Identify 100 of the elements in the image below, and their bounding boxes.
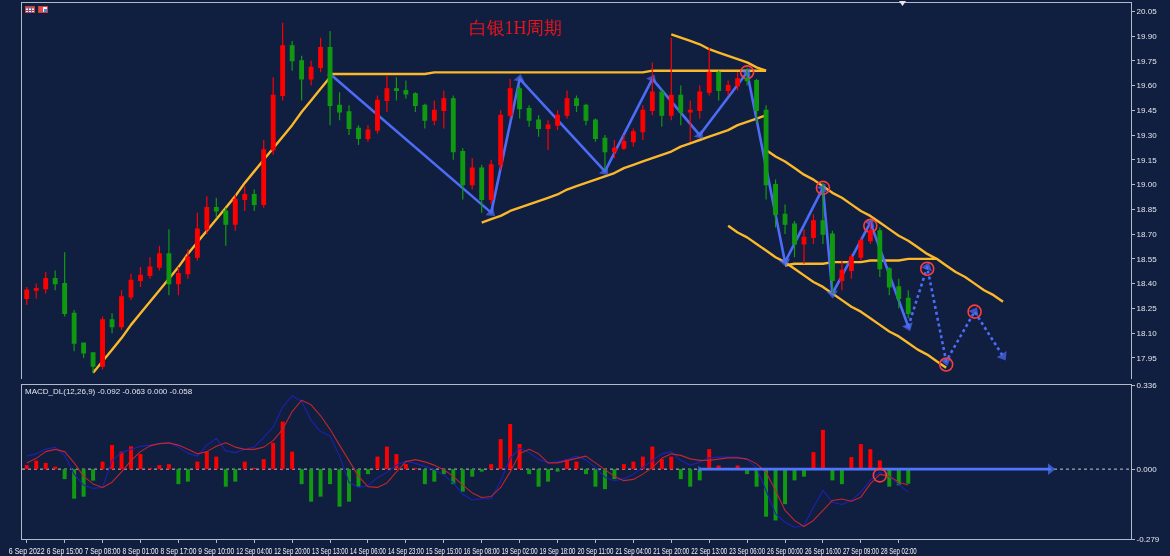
x-tick-label: 6 Sep 2022: [8, 545, 46, 556]
candlestick: [232, 193, 238, 232]
candlestick: [830, 230, 835, 295]
bar: [631, 461, 636, 470]
bar: [43, 462, 48, 470]
bar: [498, 439, 503, 470]
candlestick: [261, 139, 267, 209]
bar: [214, 456, 219, 470]
x-tick-label: 26 Sep 16:00: [805, 545, 841, 556]
point: [693, 129, 703, 139]
x-tick-label: 16 Sep 08:00: [463, 545, 500, 556]
y-tick-label: 19.75: [1136, 56, 1158, 66]
bar: [328, 469, 333, 485]
candlestick: [337, 91, 342, 121]
x-tick-label: 12 Sep 20:00: [274, 545, 311, 556]
candlestick: [157, 245, 162, 272]
candlestick: [223, 207, 229, 247]
chart-title: MACD_DL(12,26,9) -0.092 -0.063 0.000 -0.058: [25, 386, 193, 396]
x-tick-label: 14 Sep 23:00: [387, 545, 424, 556]
candlestick: [289, 40, 295, 72]
candlestick: [716, 70, 722, 101]
x-tick-label: 19 Sep 02:00: [501, 545, 538, 556]
candlestick: [555, 109, 560, 131]
candlestick: [687, 99, 693, 143]
bar: [91, 469, 96, 481]
point: [778, 258, 791, 268]
bar: [849, 457, 854, 470]
x-tick-label: 8 Sep 17:00: [160, 545, 197, 556]
candlestick: [611, 139, 617, 159]
candlestick: [469, 157, 475, 191]
bar: [839, 469, 844, 485]
candlestick: [773, 179, 778, 229]
bar: [309, 469, 314, 502]
bar: [432, 469, 437, 482]
candlestick: [43, 271, 49, 295]
candlestick: [621, 134, 627, 151]
candlestick: [81, 342, 87, 359]
candlestick: [299, 55, 305, 101]
candlestick: [498, 109, 504, 171]
point: [485, 206, 495, 216]
y-tick-label: 19.30: [1136, 130, 1158, 140]
bar: [906, 469, 911, 484]
x-tick-label: 14 Sep 06:00: [350, 545, 386, 556]
candlestick: [422, 103, 428, 130]
candlestick: [375, 94, 380, 134]
bar: [195, 461, 200, 470]
bar: [394, 454, 399, 470]
candlestick: [536, 114, 542, 138]
candlestick: [147, 256, 153, 280]
y-tick-label: 19.00: [1136, 180, 1158, 190]
candlestick: [24, 286, 30, 306]
bar: [536, 469, 541, 487]
y-tick-label: 19.60: [1136, 81, 1158, 91]
candlestick: [593, 117, 598, 143]
x-tick-label: 21 Sep 20:00: [653, 545, 690, 556]
y-tick-label: 18.70: [1136, 229, 1158, 239]
y-tick-label: 18.10: [1136, 328, 1158, 338]
candlestick: [905, 289, 911, 319]
bar: [290, 451, 295, 470]
y-tick-label: 0.336: [1136, 380, 1158, 390]
bar: [62, 469, 67, 480]
bar: [261, 459, 266, 470]
point: [826, 290, 838, 299]
x-tick-label: 8 Sep 01:00: [122, 545, 159, 556]
candlestick: [735, 71, 741, 92]
bar: [375, 456, 380, 470]
x-tick-label: 12 Sep 04:00: [236, 545, 273, 556]
bar: [24, 465, 29, 470]
candlestick: [185, 248, 191, 280]
candlestick: [526, 104, 532, 128]
candlestick: [488, 159, 494, 205]
candlestick: [138, 266, 143, 288]
candlestick: [858, 236, 864, 262]
candlestick: [251, 188, 257, 212]
candlestick: [119, 289, 124, 331]
bar: [820, 429, 825, 470]
bar: [384, 446, 389, 470]
candlestick: [668, 37, 674, 121]
candlestick: [706, 46, 712, 97]
bar: [176, 469, 181, 485]
bar: [593, 469, 598, 487]
candlestick: [574, 94, 579, 113]
candlestick: [318, 37, 323, 73]
x-tick-label: 13 Sep 13:00: [312, 545, 348, 556]
bar: [811, 452, 816, 470]
candlestick: [678, 84, 684, 126]
point: [815, 180, 831, 196]
point: [919, 261, 935, 277]
bar: [678, 469, 683, 480]
candlestick: [270, 76, 276, 156]
bar: [299, 469, 304, 485]
y-tick-label: 19.90: [1136, 31, 1158, 41]
candlestick: [109, 312, 115, 334]
candlestick: [659, 88, 665, 128]
candlestick: [242, 185, 248, 212]
candlestick: [52, 269, 58, 291]
bar: [403, 464, 408, 470]
candlestick: [175, 266, 181, 296]
candlestick: [507, 78, 513, 120]
candlestick: [346, 104, 352, 136]
